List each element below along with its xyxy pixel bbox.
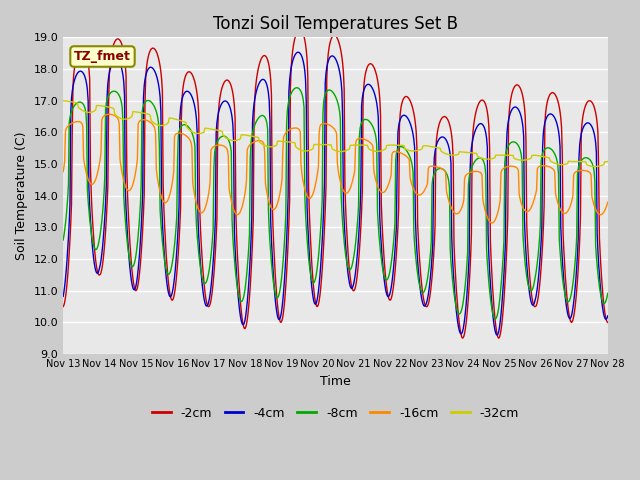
Legend: -2cm, -4cm, -8cm, -16cm, -32cm: -2cm, -4cm, -8cm, -16cm, -32cm: [147, 402, 524, 424]
Text: TZ_fmet: TZ_fmet: [74, 50, 131, 63]
Y-axis label: Soil Temperature (C): Soil Temperature (C): [15, 132, 28, 260]
Title: Tonzi Soil Temperatures Set B: Tonzi Soil Temperatures Set B: [213, 15, 458, 33]
X-axis label: Time: Time: [320, 374, 351, 387]
